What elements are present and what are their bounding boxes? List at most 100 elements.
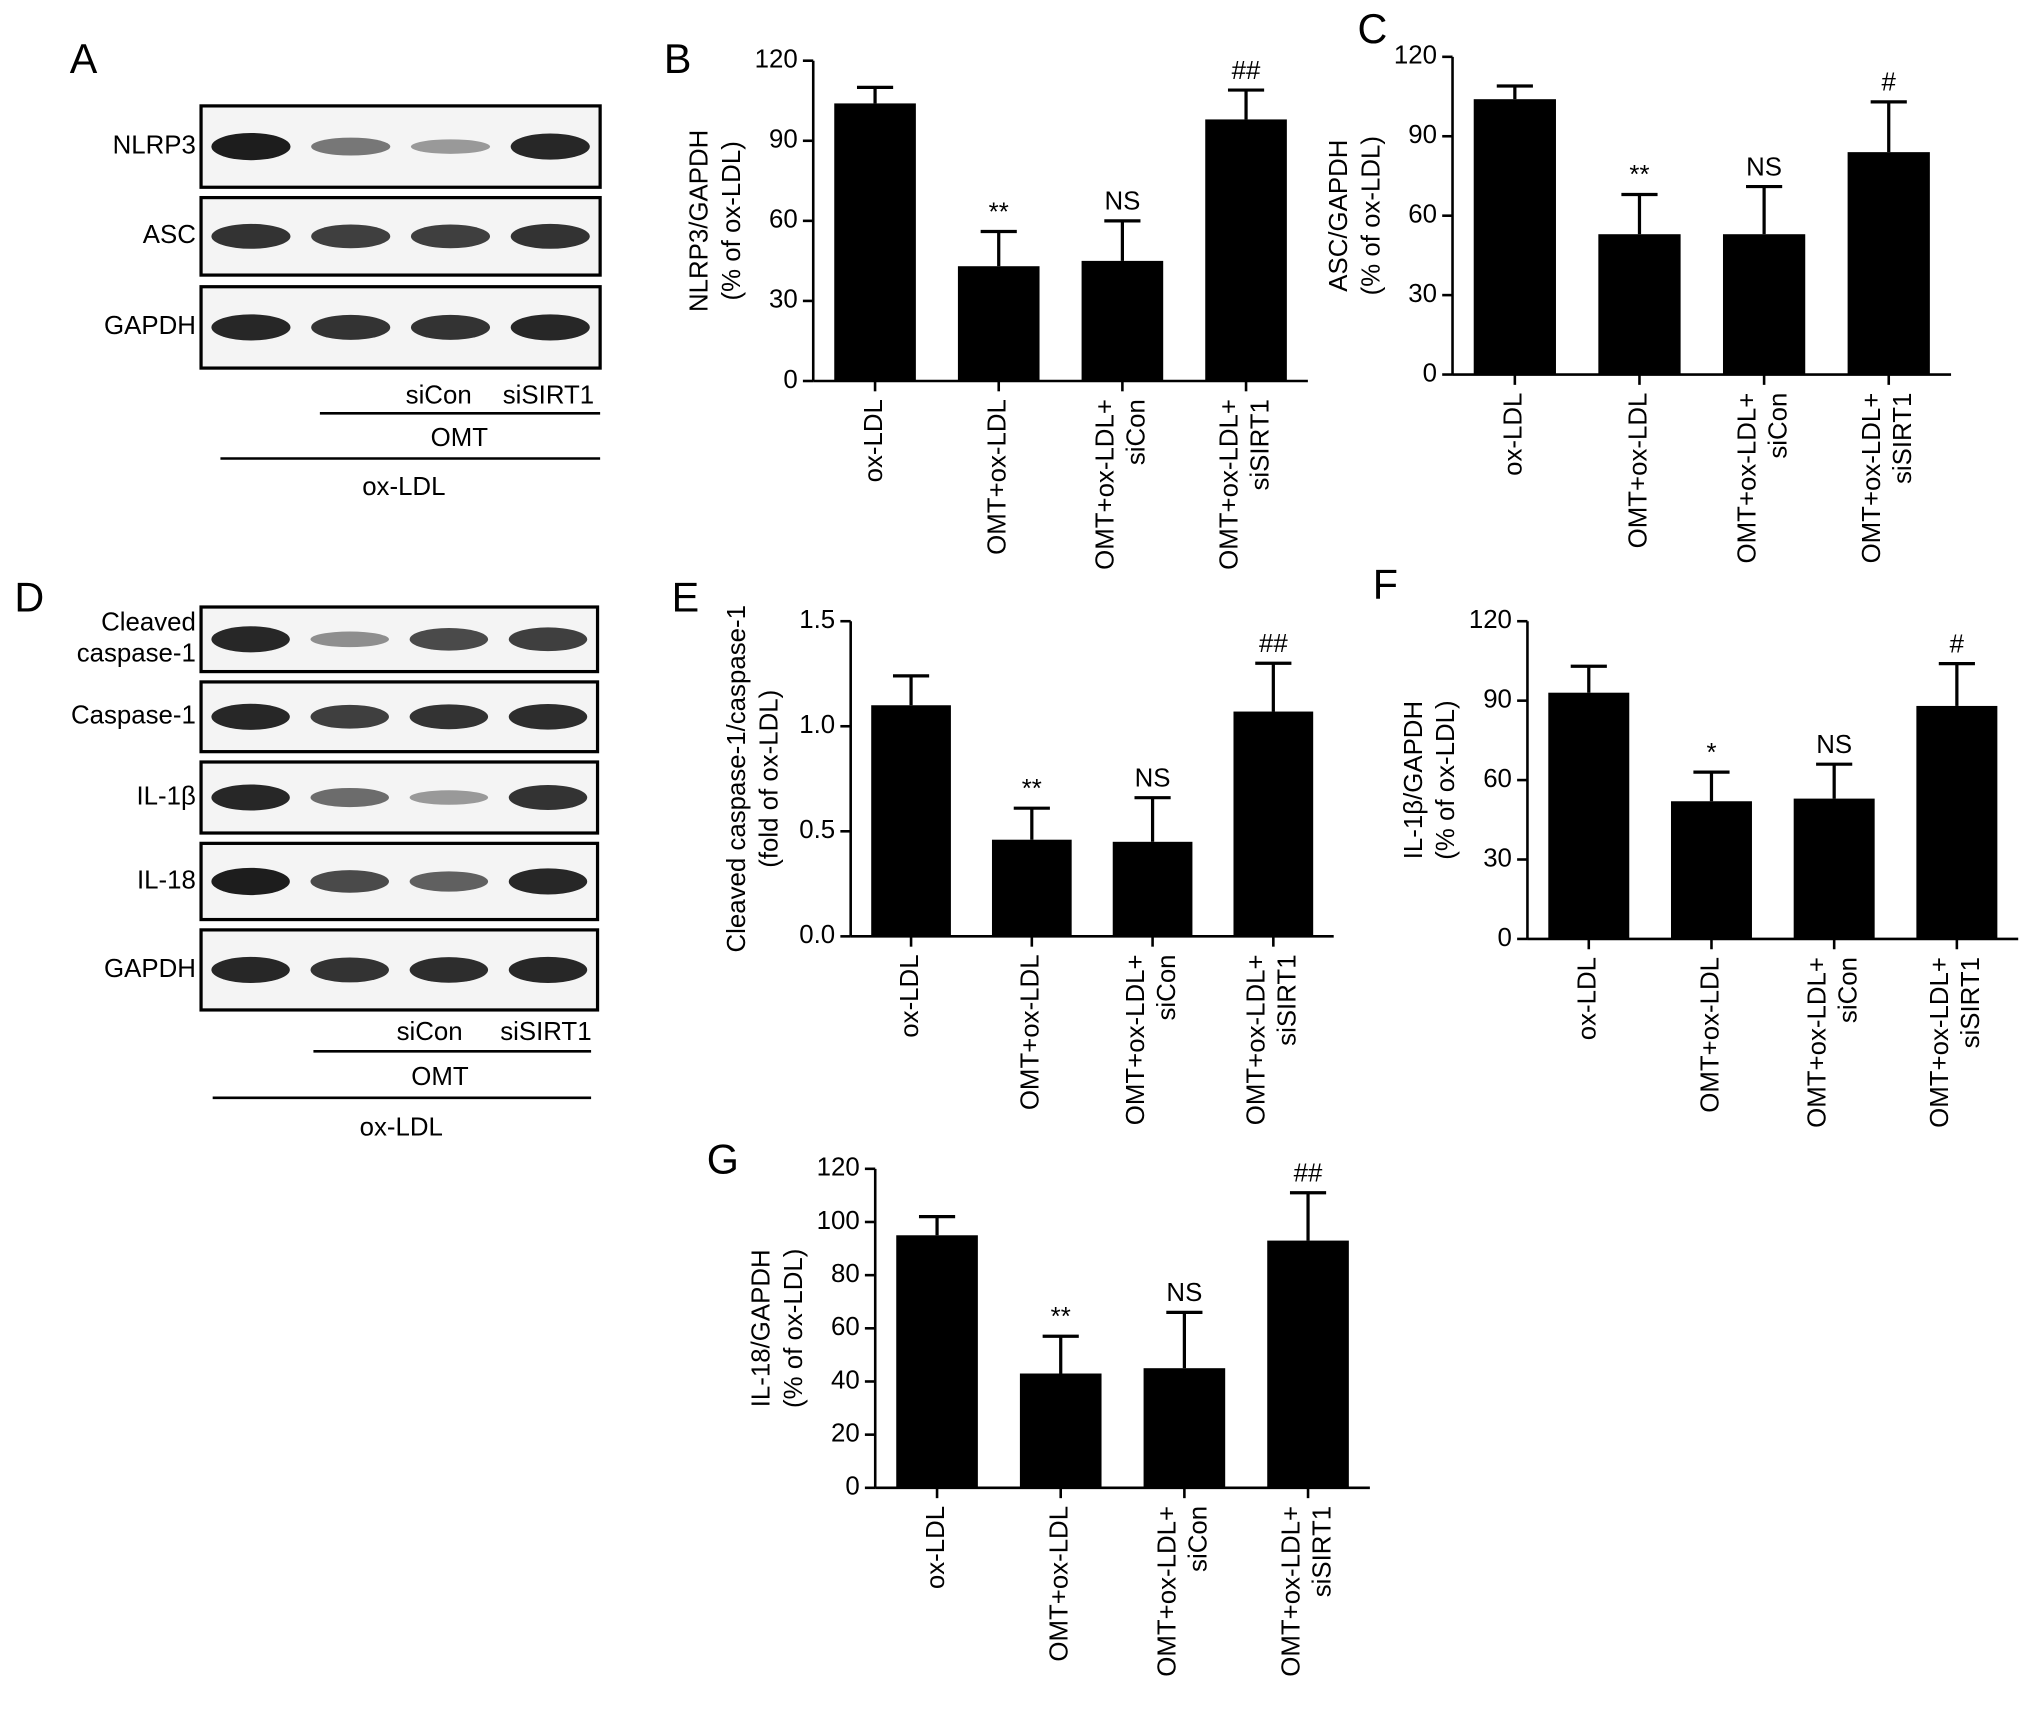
- blot-band: [409, 957, 489, 983]
- bar: [991, 839, 1072, 937]
- blot-band: [310, 704, 389, 729]
- y-axis-label: (% of ox-LDL): [1357, 136, 1385, 295]
- blot-band: [510, 223, 590, 249]
- x-tick-label: siSIRT1: [1889, 393, 1917, 484]
- bar: [834, 103, 916, 381]
- x-tick-label: ox-LDL: [860, 399, 888, 482]
- blot-row-label: NLRP3: [113, 131, 196, 159]
- x-tick-label: siCon: [1123, 399, 1151, 465]
- blot-row-label: ASC: [143, 221, 196, 249]
- significance-label: #: [1950, 630, 1965, 658]
- y-axis-label: ASC/GAPDH: [1325, 140, 1353, 292]
- x-tick-label: OMT+ox-LDL+: [1277, 1506, 1305, 1677]
- blot-band: [409, 704, 489, 730]
- blot-band: [508, 785, 588, 810]
- bar: [1112, 841, 1193, 937]
- y-tick-label: 90: [1408, 121, 1437, 149]
- bar: [957, 266, 1040, 381]
- bar: [1473, 99, 1556, 375]
- y-tick-label: 80: [831, 1260, 860, 1288]
- blot-row-label: GAPDH: [104, 955, 196, 983]
- blot-band: [409, 871, 489, 892]
- significance-label: **: [989, 198, 1009, 226]
- panel-label: B: [664, 36, 692, 82]
- x-tick-label: OMT+ox-LDL+: [1804, 957, 1832, 1128]
- significance-label: NS: [1816, 731, 1852, 759]
- y-tick-label: 120: [817, 1154, 860, 1182]
- x-tick-label: OMT+ox-LDL+: [1926, 957, 1954, 1128]
- y-tick-label: 20: [831, 1419, 860, 1447]
- blot-band: [211, 626, 290, 653]
- blot-band: [311, 314, 391, 340]
- significance-label: *: [1706, 739, 1716, 767]
- blot-band: [211, 956, 290, 983]
- x-tick-label: siSIRT1: [1274, 954, 1302, 1045]
- y-tick-label: 40: [831, 1366, 860, 1394]
- blot-row-label: IL-18: [137, 866, 196, 894]
- x-tick-label: OMT+ox-LDL+: [1243, 954, 1271, 1125]
- significance-label: **: [1629, 161, 1649, 189]
- panel-label: A: [70, 36, 98, 82]
- blot-band: [311, 137, 391, 156]
- x-tick-label: siCon: [1153, 954, 1181, 1020]
- x-tick-label: OMT+ox-LDL+: [1122, 954, 1150, 1125]
- bar: [1722, 234, 1806, 375]
- x-tick-label: OMT+ox-LDL+: [1092, 399, 1120, 570]
- y-tick-label: 0: [783, 366, 797, 394]
- y-tick-label: 0: [1498, 924, 1512, 952]
- panel-label: F: [1373, 562, 1398, 608]
- significance-label: ##: [1259, 630, 1288, 658]
- y-tick-label: 30: [1483, 844, 1512, 872]
- blot-row-label: caspase-1: [77, 640, 196, 668]
- significance-label: NS: [1166, 1279, 1202, 1307]
- significance-label: NS: [1746, 153, 1782, 181]
- bar: [1143, 1368, 1226, 1488]
- x-tick-label: OMT+ox-LDL: [1017, 954, 1045, 1110]
- x-tick-label: OMT+ox-LDL+: [1154, 1506, 1182, 1677]
- base-label: ox-LDL: [362, 473, 445, 501]
- treatment-label: OMT: [431, 424, 489, 452]
- y-axis-label: (% of ox-LDL): [1432, 700, 1460, 859]
- x-tick-label: siSIRT1: [1308, 1506, 1336, 1597]
- blot-row-label: IL-1β: [137, 782, 196, 810]
- x-tick-label: ox-LDL: [896, 954, 924, 1037]
- y-axis-label: (% of ox-LDL): [718, 141, 746, 300]
- x-tick-label: siCon: [1185, 1506, 1213, 1572]
- y-tick-label: 90: [769, 126, 798, 154]
- significance-label: ##: [1294, 1159, 1323, 1187]
- bar: [896, 1235, 978, 1488]
- blot-row-label: Cleaved: [101, 609, 196, 637]
- bar: [1019, 1373, 1102, 1488]
- y-tick-label: 120: [1394, 42, 1437, 70]
- significance-label: NS: [1135, 764, 1171, 792]
- x-tick-label: siCon: [1764, 393, 1792, 459]
- y-tick-label: 90: [1483, 685, 1512, 713]
- blot-band: [310, 870, 389, 893]
- x-tick-label: ox-LDL: [1500, 393, 1528, 476]
- y-axis-label: NLRP3/GAPDH: [686, 130, 714, 312]
- x-tick-label: OMT+ox-LDL+: [1733, 393, 1761, 564]
- x-tick-label: OMT+ox-LDL: [984, 399, 1012, 555]
- bar: [1548, 692, 1630, 939]
- blot-band: [311, 224, 391, 249]
- y-axis-label: (% of ox-LDL): [780, 1249, 808, 1408]
- lane-label: siSIRT1: [500, 1018, 591, 1046]
- bar: [1205, 119, 1287, 381]
- lane-label: siSIRT1: [503, 381, 594, 409]
- blot-band: [310, 631, 389, 648]
- x-tick-label: OMT+ox-LDL+: [1215, 399, 1243, 570]
- y-tick-label: 0.0: [799, 921, 835, 949]
- y-tick-label: 30: [1408, 280, 1437, 308]
- treatment-label: OMT: [411, 1063, 469, 1091]
- blot-band: [211, 314, 291, 341]
- y-tick-label: 120: [1469, 606, 1512, 634]
- bar: [1793, 798, 1875, 939]
- x-tick-label: siSIRT1: [1246, 399, 1274, 490]
- bar: [1598, 234, 1681, 375]
- blot-band: [211, 703, 290, 730]
- x-tick-label: OMT+ox-LDL: [1624, 393, 1652, 549]
- panel-label: G: [707, 1136, 739, 1182]
- lane-label: siCon: [406, 381, 472, 409]
- blot-band: [409, 627, 489, 651]
